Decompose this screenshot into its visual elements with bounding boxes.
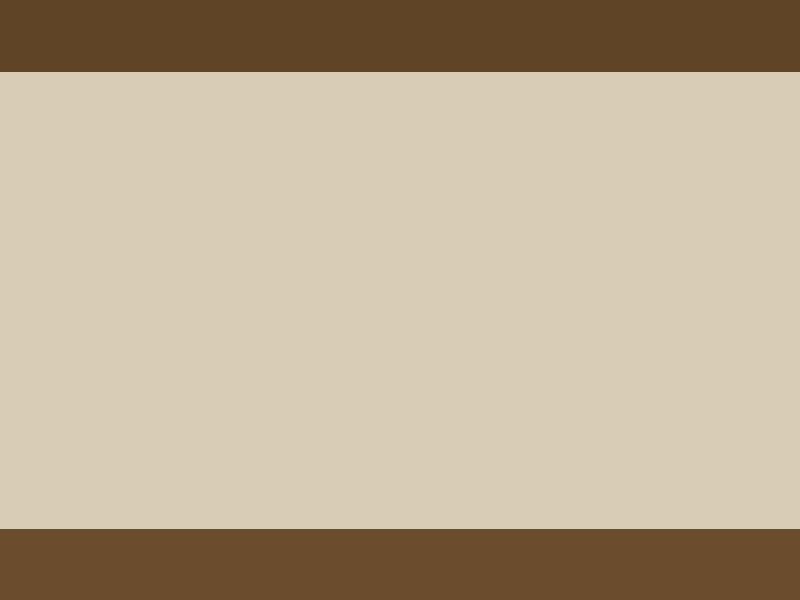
Text: WHITE: WHITE [172, 328, 206, 338]
Text: C5: C5 [555, 230, 570, 240]
Bar [0, 0, 800, 115]
Text: BLACK: BLACK [336, 240, 366, 249]
Text: C3: C3 [507, 233, 521, 244]
Bar [315, 220, 387, 285]
Text: –: – [642, 256, 650, 274]
Text: C2: C2 [507, 260, 521, 269]
Bar [0, 515, 800, 600]
Text: C6: C6 [555, 260, 570, 270]
Bar [338, 320, 354, 352]
Bar [397, 307, 447, 355]
Text: +: + [642, 228, 654, 242]
Bar [55, 0, 640, 115]
Bar [0, 0, 55, 600]
Text: C = CONNECTOR: C = CONNECTOR [220, 380, 321, 393]
Text: C1: C1 [360, 337, 373, 347]
Text: PINK: PINK [340, 188, 364, 198]
Text: RED*: RED* [188, 217, 215, 227]
Text: WHITE: WHITE [402, 248, 430, 257]
Bar [387, 224, 445, 282]
Text: motor: motor [142, 241, 169, 250]
Text: BLACK: BLACK [188, 263, 222, 273]
Bar [55, 115, 640, 515]
Text: .33μF: .33μF [410, 326, 434, 335]
Bar [640, 0, 800, 600]
Text: BOX: BOX [342, 262, 361, 271]
Text: C4: C4 [182, 312, 196, 322]
